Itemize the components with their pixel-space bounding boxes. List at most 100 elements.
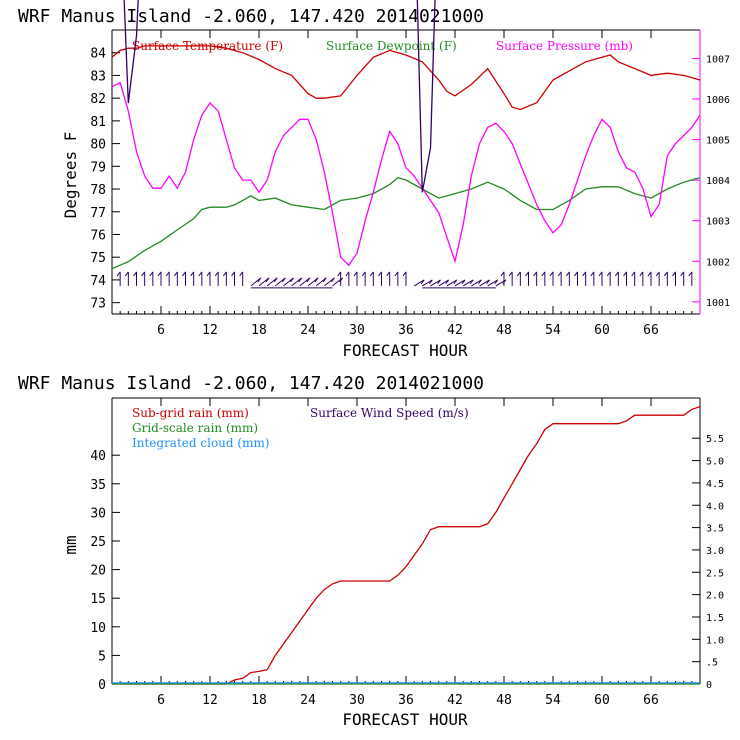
- wind-barb-feather: [165, 271, 170, 277]
- wind-barb-feather: [222, 271, 227, 277]
- wind-barb-feather: [639, 271, 644, 277]
- wind-barb: [250, 277, 262, 287]
- y2-tick-label: 1004: [706, 176, 730, 187]
- chart-top-temperature-pressure: WRF Manus Island -2.060, 147.420 2014021…: [18, 6, 730, 360]
- y-tick-label: 84: [90, 47, 106, 62]
- wind-barb-feather: [623, 271, 627, 277]
- legend-surface-dewpoint: Surface Dewpoint (F): [326, 39, 457, 53]
- x-tick-label: 6: [157, 323, 165, 338]
- wind-barb-feather: [322, 277, 327, 283]
- wind-barb: [438, 279, 449, 287]
- y-tick-label: 20: [90, 564, 106, 579]
- wind-barb-feather: [500, 271, 505, 277]
- wind-barb: [275, 277, 286, 287]
- x-tick-label: 42: [447, 323, 463, 338]
- wind-barb-feather: [353, 271, 358, 277]
- x-tick-label: 66: [643, 323, 659, 338]
- wind-barb-feather: [141, 271, 146, 277]
- wind-barb-feather: [378, 271, 382, 277]
- wind-barb-feather: [428, 279, 433, 285]
- wind-barb: [283, 277, 294, 287]
- wind-barb: [471, 279, 482, 287]
- wind-barb-feather: [281, 277, 286, 283]
- wind-barb-feather: [549, 271, 554, 277]
- wind-barb-feather: [574, 271, 578, 277]
- wind-barb: [430, 279, 441, 287]
- wind-barb-feather: [337, 271, 342, 277]
- legend-surface-pressure: Surface Pressure (mb): [496, 39, 633, 53]
- y-tick-label: 83: [90, 69, 106, 84]
- chart-bottom-ylabel: mm: [61, 535, 80, 554]
- wind-barb-feather: [525, 271, 529, 277]
- wind-barb-feather: [290, 277, 294, 283]
- y2-tick-label: 2.0: [706, 591, 724, 602]
- wind-barb-feather: [461, 279, 466, 285]
- wind-barb-feather: [198, 271, 203, 277]
- wind-barb-feather: [173, 271, 178, 277]
- wind-barb: [266, 277, 278, 287]
- wind-barb-feather: [508, 271, 513, 277]
- y-tick-label: 78: [90, 183, 106, 198]
- wind-barb-feather: [314, 277, 319, 283]
- y-tick-label: 10: [90, 621, 106, 636]
- wind-barb-feather: [533, 271, 538, 277]
- wind-barb: [291, 277, 302, 287]
- x-tick-label: 60: [594, 693, 610, 708]
- wind-barb-feather: [590, 271, 595, 277]
- y2-tick-label: 1001: [706, 298, 730, 309]
- y-tick-label: 40: [90, 449, 106, 464]
- wind-barb-feather: [631, 271, 636, 277]
- y-tick-label: 0: [98, 678, 106, 693]
- wind-barb: [479, 279, 490, 287]
- wind-barb-feather: [445, 279, 450, 285]
- wind-barb-feather: [663, 271, 668, 277]
- wind-barb-feather: [494, 279, 499, 285]
- series-line-surface-wind-speed-m-s: [123, 0, 436, 193]
- wind-barb-feather: [182, 271, 186, 277]
- wind-barb: [454, 279, 466, 287]
- wind-barb: [299, 277, 311, 287]
- y-tick-label: 15: [90, 592, 106, 607]
- x-tick-label: 54: [545, 693, 561, 708]
- wind-barb-feather: [680, 271, 685, 277]
- wind-barb-feather: [437, 279, 441, 285]
- wind-barb-feather: [231, 271, 235, 277]
- y2-tick-label: 1.0: [706, 635, 724, 646]
- x-tick-label: 60: [594, 323, 610, 338]
- wind-barb-feather: [486, 279, 490, 285]
- series-line-surface-temperature-f: [111, 45, 701, 111]
- wind-barb-feather: [647, 271, 652, 277]
- wind-barb-feather: [420, 279, 425, 285]
- wind-barb-feather: [306, 277, 311, 283]
- y-tick-label: 5: [98, 649, 106, 664]
- wind-barb-feather: [273, 277, 278, 283]
- y-tick-label: 80: [90, 138, 106, 153]
- series-line-sub-grid-rain-mm: [112, 405, 701, 685]
- x-tick-label: 12: [202, 323, 218, 338]
- y2-tick-label: 1005: [706, 136, 730, 147]
- legend-integrated-cloud: Integrated cloud (mm): [132, 436, 270, 450]
- y-tick-label: 76: [90, 228, 106, 243]
- wind-barb-feather: [453, 279, 458, 285]
- wind-barb-feather: [655, 271, 660, 277]
- chart-top-ylabel: Degrees F: [61, 132, 80, 219]
- x-tick-label: 66: [643, 693, 659, 708]
- wind-barb: [487, 279, 498, 287]
- wind-barb-feather: [672, 271, 676, 277]
- wind-barb: [307, 277, 319, 287]
- wind-barb-feather: [190, 271, 195, 277]
- x-tick-label: 24: [300, 323, 316, 338]
- wind-barb: [446, 279, 458, 287]
- wind-barb-feather: [688, 271, 693, 277]
- wind-barb-feather: [133, 271, 137, 277]
- wind-barb-feather: [477, 279, 482, 285]
- legend-surface-wind-speed: Surface Wind Speed (m/s): [310, 406, 469, 420]
- wind-barb-feather: [149, 271, 154, 277]
- wind-barb-feather: [345, 271, 350, 277]
- chart-top-xlabel: FORECAST HOUR: [342, 341, 468, 360]
- y-tick-label: 77: [90, 206, 106, 221]
- y2-tick-label: .5: [706, 658, 718, 669]
- x-tick-label: 36: [398, 693, 414, 708]
- y-tick-label: 35: [90, 478, 106, 493]
